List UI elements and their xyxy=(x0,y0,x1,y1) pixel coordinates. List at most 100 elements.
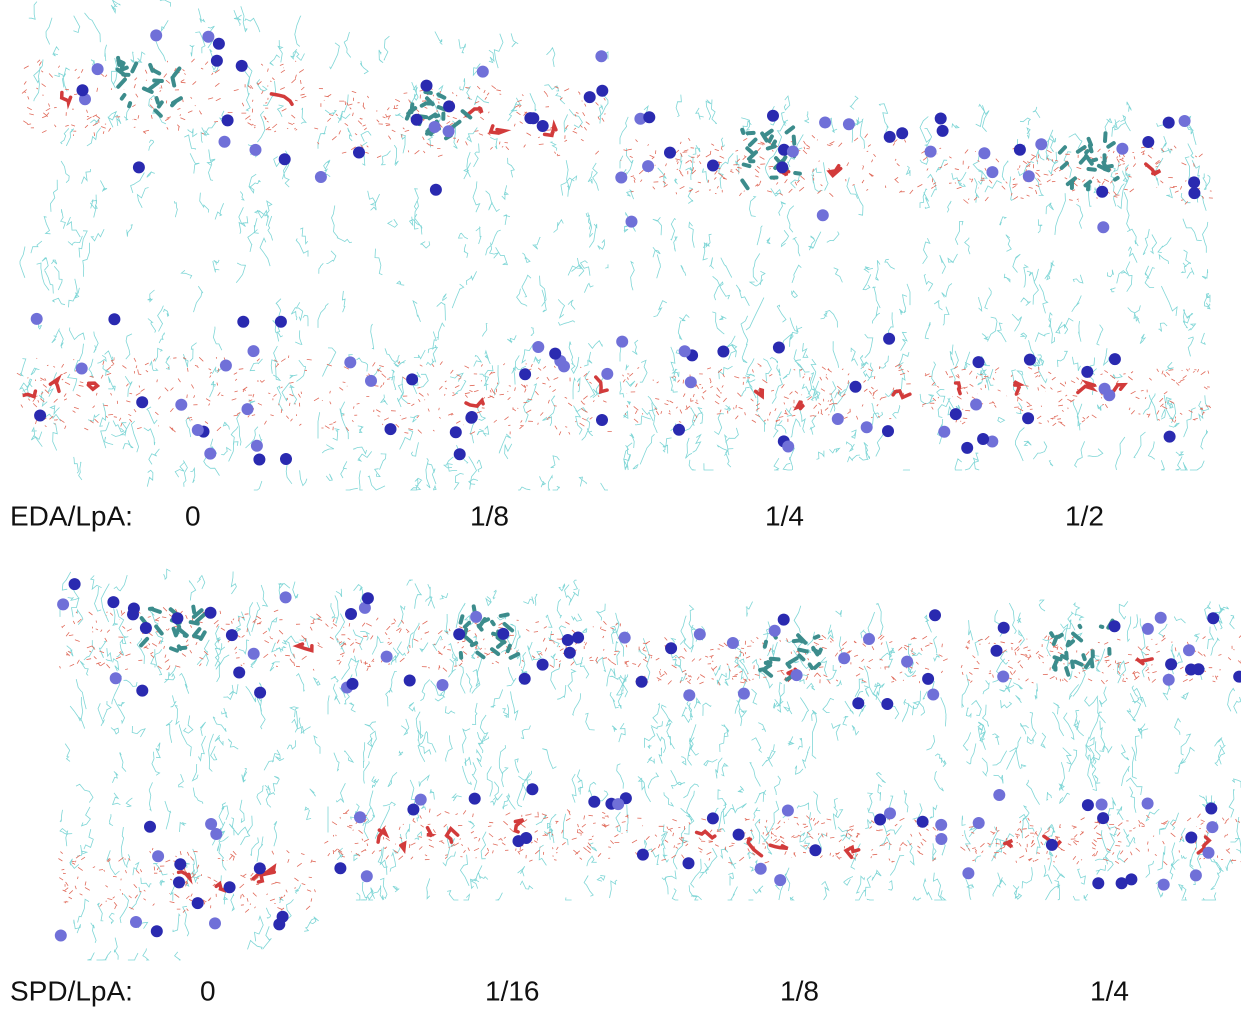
ion xyxy=(221,114,234,127)
ion xyxy=(210,54,223,67)
ion xyxy=(616,335,629,348)
ion xyxy=(601,367,614,380)
ion xyxy=(665,642,678,655)
ion xyxy=(144,820,156,833)
ion xyxy=(429,183,442,196)
ion xyxy=(34,409,47,422)
lipid-tails xyxy=(919,101,1211,471)
ion xyxy=(202,30,215,43)
ion xyxy=(970,398,983,411)
ion xyxy=(625,215,638,228)
ion xyxy=(774,874,787,887)
head-groups xyxy=(917,145,1213,427)
membrane-snapshot xyxy=(324,579,632,901)
ion xyxy=(442,125,455,138)
ion xyxy=(403,674,416,687)
ion xyxy=(1192,663,1205,676)
ion xyxy=(1108,620,1121,633)
ion xyxy=(497,627,510,640)
ion xyxy=(132,161,145,174)
lipid-a xyxy=(376,818,525,854)
ion xyxy=(449,426,462,439)
ion xyxy=(407,803,420,816)
ion xyxy=(881,698,894,710)
ion xyxy=(536,120,549,132)
ion xyxy=(772,341,785,354)
ion xyxy=(767,109,779,122)
ion xyxy=(786,145,799,158)
ion xyxy=(986,435,999,448)
membrane-snapshot xyxy=(16,0,312,491)
head-groups xyxy=(58,607,323,913)
ion xyxy=(76,84,89,97)
ratio-label: 0 xyxy=(200,975,216,1006)
ion xyxy=(717,345,730,358)
ion xyxy=(782,440,795,453)
ion xyxy=(874,813,887,826)
ion xyxy=(863,633,875,645)
head-groups xyxy=(16,58,312,433)
ion xyxy=(136,684,149,697)
ion xyxy=(218,135,231,148)
ion xyxy=(1162,116,1175,129)
ion xyxy=(596,414,608,426)
ion xyxy=(922,672,935,685)
ion xyxy=(1141,622,1154,635)
ion xyxy=(962,867,975,880)
peptide xyxy=(115,55,183,118)
ion xyxy=(360,870,373,883)
ion xyxy=(353,146,365,159)
lipid-a xyxy=(953,162,1162,400)
ion xyxy=(997,621,1010,634)
ion xyxy=(935,833,948,845)
ion xyxy=(768,624,781,637)
ion xyxy=(210,828,223,840)
lipid-a xyxy=(464,106,609,408)
ion xyxy=(532,341,545,353)
ion xyxy=(588,795,601,808)
ion xyxy=(596,84,609,97)
ion xyxy=(127,602,140,615)
ion xyxy=(280,453,292,465)
ion xyxy=(150,925,163,938)
ion xyxy=(1022,412,1035,425)
ion xyxy=(54,929,67,942)
ion xyxy=(443,100,456,113)
ion xyxy=(754,862,767,875)
ion xyxy=(1116,142,1129,155)
ion xyxy=(219,359,232,372)
ion xyxy=(777,613,790,626)
ion xyxy=(737,687,750,700)
ion xyxy=(896,127,909,140)
ion xyxy=(1205,802,1218,815)
ion xyxy=(1185,831,1198,844)
membrane-snapshot xyxy=(615,94,914,471)
ion xyxy=(1189,869,1202,882)
ion xyxy=(247,345,260,358)
ion xyxy=(972,817,985,829)
ion xyxy=(139,622,152,634)
ion xyxy=(276,910,289,923)
ion xyxy=(816,209,829,222)
ion xyxy=(1188,176,1201,189)
lipid-a xyxy=(176,642,314,893)
ion xyxy=(249,143,262,156)
head-groups xyxy=(618,133,914,423)
ion xyxy=(1097,221,1110,234)
ion xyxy=(1154,611,1167,624)
ion xyxy=(916,815,929,828)
ion xyxy=(781,804,794,817)
ion xyxy=(1092,877,1105,890)
ion xyxy=(204,606,217,619)
ion xyxy=(852,697,865,710)
ion xyxy=(1081,365,1094,378)
ion xyxy=(929,609,941,622)
ion xyxy=(884,807,896,820)
ion xyxy=(108,313,121,326)
ion xyxy=(1035,138,1048,151)
lipid-tails xyxy=(18,0,309,491)
ion xyxy=(883,130,896,143)
ion xyxy=(107,596,120,609)
ion xyxy=(1188,187,1201,200)
